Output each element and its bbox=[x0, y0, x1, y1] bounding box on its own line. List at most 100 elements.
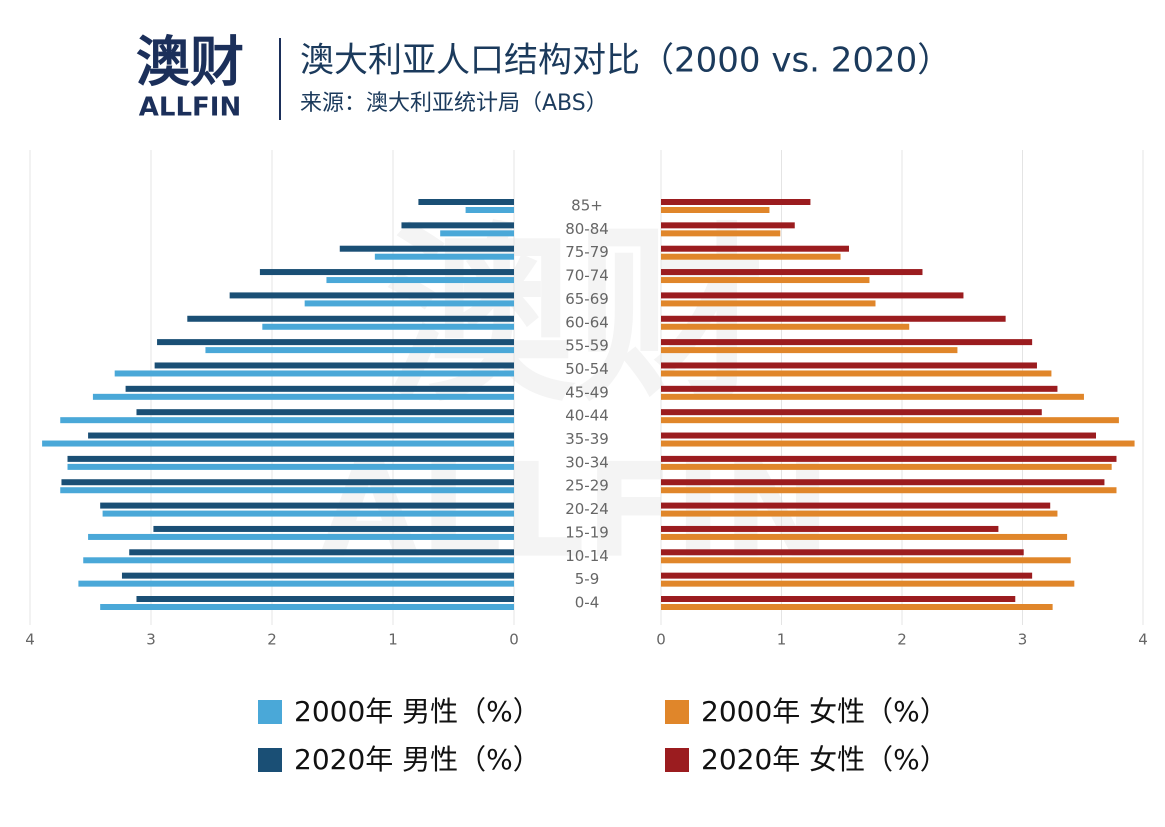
bar bbox=[661, 269, 923, 276]
bar bbox=[661, 362, 1037, 369]
bar bbox=[661, 300, 876, 307]
category-label: 30-34 bbox=[565, 453, 609, 471]
category-label: 5-9 bbox=[575, 570, 600, 588]
x-tick-label: 0 bbox=[509, 631, 519, 649]
legend-swatch bbox=[665, 748, 689, 772]
bar bbox=[229, 292, 514, 299]
x-tick-label: 3 bbox=[1018, 631, 1028, 649]
bar bbox=[114, 370, 514, 377]
bar bbox=[136, 409, 515, 416]
category-label: 10-14 bbox=[565, 547, 609, 565]
bar bbox=[661, 199, 811, 205]
bar bbox=[661, 370, 1052, 377]
category-label: 50-54 bbox=[565, 360, 609, 378]
x-tick-label: 3 bbox=[146, 631, 156, 649]
category-label: 65-69 bbox=[565, 290, 609, 308]
bar bbox=[42, 440, 514, 447]
chart-title: 澳大利亚人口结构对比（2000 vs. 2020） bbox=[300, 41, 951, 81]
legend-label: 2000年 女性（%） bbox=[701, 695, 948, 728]
bar bbox=[661, 463, 1112, 470]
bar bbox=[60, 487, 514, 494]
x-tick-label: 2 bbox=[267, 631, 277, 649]
bar bbox=[661, 557, 1071, 564]
bar bbox=[78, 580, 515, 587]
legend-swatch bbox=[258, 748, 282, 772]
bar bbox=[153, 525, 515, 532]
category-label: 0-4 bbox=[575, 594, 600, 612]
bar bbox=[92, 393, 515, 400]
bar bbox=[83, 557, 515, 564]
category-label: 45-49 bbox=[565, 383, 609, 401]
category-label: 70-74 bbox=[565, 267, 609, 285]
category-label: 80-84 bbox=[565, 220, 609, 238]
bar bbox=[661, 347, 958, 354]
bar bbox=[304, 300, 514, 307]
x-tick-label: 4 bbox=[1138, 631, 1148, 649]
bar bbox=[661, 596, 1016, 602]
category-label: 25-29 bbox=[565, 477, 609, 495]
bar bbox=[661, 409, 1042, 416]
bar bbox=[661, 315, 1006, 322]
bar bbox=[661, 502, 1051, 509]
bar bbox=[661, 417, 1119, 424]
bar bbox=[661, 323, 910, 330]
x-tick-label: 2 bbox=[897, 631, 907, 649]
category-label: 55-59 bbox=[565, 337, 609, 355]
bar bbox=[88, 432, 514, 439]
bar bbox=[259, 269, 514, 276]
logo: 澳财 bbox=[136, 31, 244, 94]
logo-sub: ALLFIN bbox=[139, 93, 241, 123]
category-label: 40-44 bbox=[565, 407, 609, 425]
bar bbox=[661, 572, 1033, 579]
bar bbox=[262, 323, 514, 330]
bar bbox=[67, 463, 514, 470]
bar bbox=[154, 362, 514, 369]
bar bbox=[661, 339, 1033, 346]
bar bbox=[661, 230, 781, 237]
bar bbox=[661, 440, 1135, 447]
bar bbox=[661, 385, 1058, 392]
category-label: 75-79 bbox=[565, 243, 609, 261]
bar bbox=[661, 432, 1097, 439]
bar bbox=[102, 510, 514, 517]
bar bbox=[418, 199, 514, 205]
bar bbox=[661, 253, 841, 260]
bar bbox=[100, 604, 515, 610]
bar bbox=[661, 222, 795, 229]
bar bbox=[339, 245, 514, 252]
legend-label: 2020年 女性（%） bbox=[701, 743, 948, 776]
category-label: 35-39 bbox=[565, 430, 609, 448]
bar bbox=[121, 572, 515, 579]
bar bbox=[60, 417, 514, 424]
bar bbox=[661, 580, 1075, 587]
legend-swatch bbox=[258, 700, 282, 724]
bar bbox=[187, 315, 515, 322]
bar bbox=[88, 533, 514, 540]
bar bbox=[661, 277, 870, 284]
bar bbox=[661, 487, 1117, 494]
bar bbox=[326, 277, 514, 284]
bar bbox=[661, 207, 770, 213]
bar bbox=[661, 292, 964, 299]
x-tick-label: 1 bbox=[777, 631, 787, 649]
bar bbox=[374, 253, 514, 260]
category-label: 85+ bbox=[571, 197, 603, 215]
bar bbox=[661, 549, 1024, 556]
category-label: 20-24 bbox=[565, 500, 609, 518]
legend-label: 2000年 男性（%） bbox=[294, 695, 541, 728]
chart-subtitle: 来源：澳大利亚统计局（ABS） bbox=[300, 91, 608, 116]
bar bbox=[440, 230, 514, 237]
bar bbox=[661, 479, 1105, 486]
bar bbox=[661, 393, 1084, 400]
bar bbox=[157, 339, 515, 346]
bar bbox=[125, 385, 514, 392]
bar bbox=[661, 604, 1053, 610]
bar bbox=[661, 455, 1117, 462]
bar bbox=[129, 549, 514, 556]
bar bbox=[661, 533, 1068, 540]
category-label: 15-19 bbox=[565, 523, 609, 541]
bar bbox=[661, 510, 1058, 517]
bar bbox=[465, 207, 514, 213]
